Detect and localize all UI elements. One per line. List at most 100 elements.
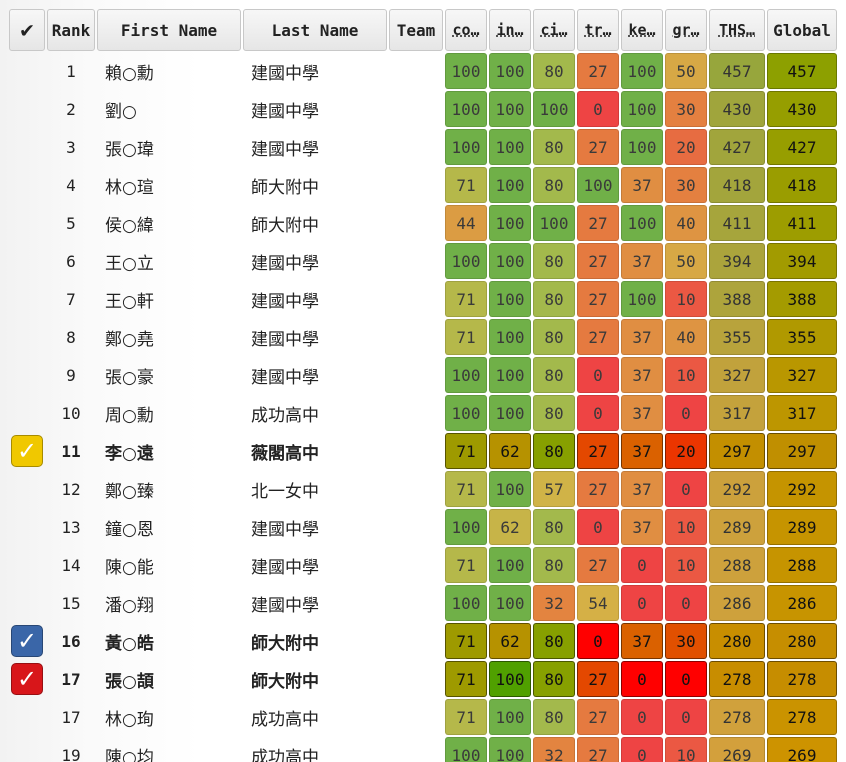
first-name-cell: 鐘○恩: [105, 519, 154, 540]
table-row[interactable]: 4 林○瑄 師大附中 71 100 80 100 37 30 418 418: [9, 167, 837, 203]
contest-total-cell: 355: [709, 319, 765, 355]
subtask-score-cell: 32: [533, 737, 575, 762]
rank-cell: 15: [61, 593, 81, 613]
subtask-score-cell: 0: [577, 91, 619, 127]
subtask-score-cell: 71: [445, 623, 487, 659]
table-row[interactable]: 14 陳○能 建國中學 71 100 80 27 0 10 288 288: [9, 547, 837, 583]
subtask-score-cell: 20: [665, 129, 707, 165]
row-checkbox[interactable]: [11, 93, 43, 125]
subtask-score-cell: 71: [445, 661, 487, 697]
subtask-score-cell: 10: [665, 547, 707, 583]
table-row[interactable]: 7 王○軒 建國中學 71 100 80 27 100 10 388 388: [9, 281, 837, 317]
row-checkbox[interactable]: [11, 587, 43, 619]
ranking-table: ✔ Rank First Name Last Name Team co… in……: [7, 7, 839, 762]
subtask-score-cell: 80: [533, 129, 575, 165]
row-checkbox[interactable]: [11, 739, 43, 762]
subtask-score-cell: 71: [445, 433, 487, 469]
table-row[interactable]: 17 林○珣 成功高中 71 100 80 27 0 0 278 278: [9, 699, 837, 735]
table-row[interactable]: 10 周○勳 成功高中 100 100 80 0 37 0 317 317: [9, 395, 837, 431]
subtask-6-column-header[interactable]: gr…: [665, 9, 707, 51]
table-row[interactable]: 13 鐘○恩 建國中學 100 62 80 0 37 10 289 289: [9, 509, 837, 545]
row-checkbox[interactable]: [11, 169, 43, 201]
row-checkbox[interactable]: [11, 283, 43, 315]
subtask-2-column-header[interactable]: in…: [489, 9, 531, 51]
team-cell: [389, 53, 443, 89]
subtask-score-cell: 100: [489, 471, 531, 507]
row-checkbox[interactable]: [11, 359, 43, 391]
last-name-cell: 建國中學: [251, 329, 319, 350]
row-checkbox[interactable]: [11, 701, 43, 733]
subtask-score-cell: 100: [489, 737, 531, 762]
row-checkbox[interactable]: [11, 397, 43, 429]
last-name-cell: 建國中學: [251, 291, 319, 312]
table-row[interactable]: 6 王○立 建國中學 100 100 80 27 37 50 394 394: [9, 243, 837, 279]
rank-column-header[interactable]: Rank: [47, 9, 95, 51]
table-row[interactable]: 19 陳○均 成功高中 100 100 32 27 0 10 269 269: [9, 737, 837, 762]
subtask-score-cell: 100: [445, 129, 487, 165]
contest-total-cell: 427: [709, 129, 765, 165]
last-name-column-header[interactable]: Last Name: [243, 9, 387, 51]
first-name-cell: 陳○能: [105, 557, 154, 578]
table-row[interactable]: ✓ 11 李○遠 薇閣高中 71 62 80 27 37 20 297 297: [9, 433, 837, 469]
last-name-cell: 師大附中: [251, 177, 319, 198]
global-score-cell: 457: [767, 53, 837, 89]
table-row[interactable]: 8 鄭○堯 建國中學 71 100 80 27 37 40 355 355: [9, 319, 837, 355]
subtask-score-cell: 100: [445, 585, 487, 621]
subtask-score-cell: 80: [533, 661, 575, 697]
row-checkbox[interactable]: ✓: [11, 435, 43, 467]
row-checkbox-cell: [9, 585, 45, 621]
subtask-5-column-header[interactable]: ke…: [621, 9, 663, 51]
contest-total-cell: 457: [709, 53, 765, 89]
subtask-score-cell: 0: [665, 585, 707, 621]
table-row[interactable]: 12 鄭○臻 北一女中 71 100 57 27 37 0 292 292: [9, 471, 837, 507]
last-name-cell: 建國中學: [251, 595, 319, 616]
rank-cell: 12: [61, 479, 81, 499]
row-checkbox[interactable]: [11, 473, 43, 505]
table-row[interactable]: 15 潘○翔 建國中學 100 100 32 54 0 0 286 286: [9, 585, 837, 621]
row-checkbox[interactable]: ✓: [11, 625, 43, 657]
rank-cell: 17: [61, 669, 81, 689]
row-checkbox[interactable]: [11, 321, 43, 353]
table-row[interactable]: 1 賴○勳 建國中學 100 100 80 27 100 50 457 457: [9, 53, 837, 89]
table-row[interactable]: 5 侯○緯 師大附中 44 100 100 27 100 40 411 411: [9, 205, 837, 241]
row-checkbox[interactable]: [11, 549, 43, 581]
subtask-score-cell: 27: [577, 53, 619, 89]
table-row[interactable]: ✓ 17 張○頡 師大附中 71 100 80 27 0 0 278 278: [9, 661, 837, 697]
header-row: ✔ Rank First Name Last Name Team co… in……: [9, 9, 837, 51]
team-column-header[interactable]: Team: [389, 9, 443, 51]
ranking-rows: 1 賴○勳 建國中學 100 100 80 27 100 50 457 457 2 劉○ 建國中學 100 1…: [9, 53, 837, 762]
last-name-cell: 建國中學: [251, 63, 319, 84]
subtask-4-column-header[interactable]: tr…: [577, 9, 619, 51]
table-row[interactable]: ✓ 16 黃○皓 師大附中 71 62 80 0 37 30 280 280: [9, 623, 837, 659]
subtask-score-cell: 44: [445, 205, 487, 241]
select-all-checkbox[interactable]: ✔: [9, 9, 45, 51]
table-row[interactable]: 3 張○瑋 建國中學 100 100 80 27 100 20 427 427: [9, 129, 837, 165]
global-score-cell: 280: [767, 623, 837, 659]
subtask-1-column-header[interactable]: co…: [445, 9, 487, 51]
row-checkbox[interactable]: [11, 131, 43, 163]
subtask-score-cell: 100: [489, 585, 531, 621]
row-checkbox[interactable]: [11, 207, 43, 239]
last-name-cell: 成功高中: [251, 747, 319, 762]
subtask-score-cell: 0: [577, 509, 619, 545]
subtask-score-cell: 10: [665, 281, 707, 317]
contest-total-column-header[interactable]: THS…: [709, 9, 765, 51]
contest-total-cell: 269: [709, 737, 765, 762]
global-score-cell: 269: [767, 737, 837, 762]
row-checkbox[interactable]: [11, 511, 43, 543]
row-checkbox[interactable]: [11, 245, 43, 277]
table-row[interactable]: 2 劉○ 建國中學 100 100 100 0 100 30 430 430: [9, 91, 837, 127]
row-checkbox[interactable]: ✓: [11, 663, 43, 695]
subtask-score-cell: 100: [489, 661, 531, 697]
last-name-cell: 師大附中: [251, 671, 319, 692]
first-name-cell: 黃○皓: [105, 633, 154, 654]
first-name-column-header[interactable]: First Name: [97, 9, 241, 51]
first-name-cell: 侯○緯: [105, 215, 154, 236]
subtask-3-column-header[interactable]: ci…: [533, 9, 575, 51]
subtask-score-cell: 40: [665, 205, 707, 241]
table-row[interactable]: 9 張○豪 建國中學 100 100 80 0 37 10 327 327: [9, 357, 837, 393]
subtask-score-cell: 27: [577, 661, 619, 697]
row-checkbox[interactable]: [11, 55, 43, 87]
global-column-header[interactable]: Global: [767, 9, 837, 51]
subtask-score-cell: 27: [577, 699, 619, 735]
